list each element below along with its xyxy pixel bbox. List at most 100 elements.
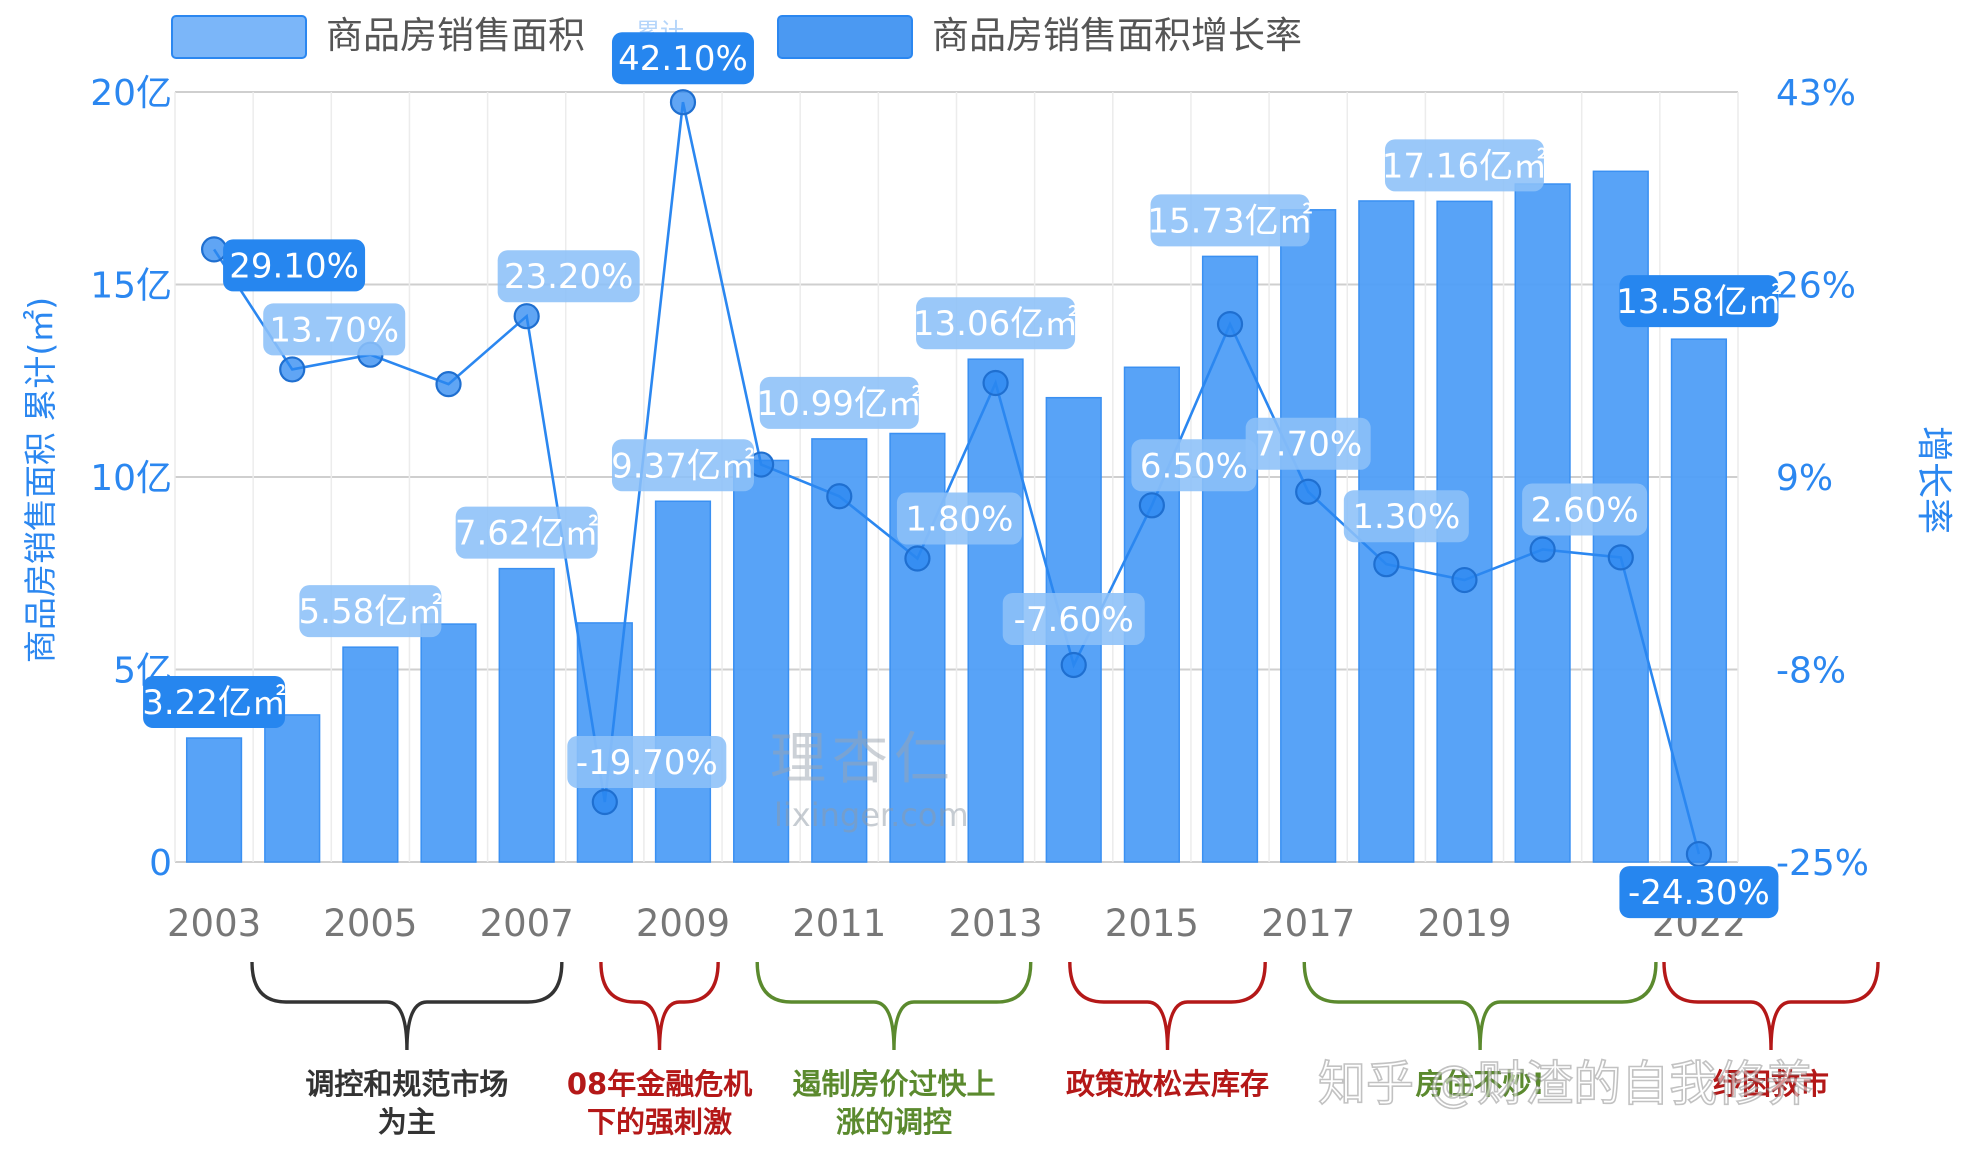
x-axis-ticks: 2003 2005 2007 2009 2011 2013 2015 2017 2019 2022 <box>167 902 1746 945</box>
growth-point <box>1138 492 1165 519</box>
bar <box>654 500 712 863</box>
left-tick-label: 20亿 <box>90 73 172 114</box>
data-label-box <box>1245 417 1371 470</box>
annotation-label: 为主 <box>378 1105 436 1139</box>
growth-point <box>279 356 306 383</box>
right-tick-label: 43% <box>1776 73 1856 114</box>
annotation-label: 涨的调控 <box>836 1105 952 1139</box>
annotation-label: 下的强刺激 <box>587 1105 732 1139</box>
growth-point <box>1607 544 1634 571</box>
data-label-box <box>1002 592 1145 645</box>
data-label-box <box>1343 490 1469 543</box>
data-label-box <box>263 303 406 356</box>
data-label: 5.58亿㎡ <box>299 592 443 632</box>
data-label: 13.58亿㎡ <box>1616 282 1781 322</box>
annotation-brace <box>1662 961 1880 1051</box>
watermark-url: lixinger.com <box>774 796 969 834</box>
data-label: 17.16亿㎡ <box>1382 146 1547 186</box>
growth-point <box>982 369 1009 397</box>
left-axis-title: 商品房销售面积 累计(㎡) <box>21 297 60 663</box>
bar <box>264 714 321 863</box>
data-label-box <box>611 439 754 492</box>
growth-line <box>212 101 1701 855</box>
data-label: 29.10% <box>229 246 359 286</box>
x-tick-label: 2009 <box>636 902 730 945</box>
watermark-logo: 理杏仁 <box>770 727 956 792</box>
data-label: 13.70% <box>269 310 399 350</box>
annotation-brace <box>1302 961 1658 1051</box>
growth-point <box>1373 551 1400 578</box>
data-label-box <box>1131 439 1257 492</box>
bar <box>733 459 790 863</box>
data-label: 7.62亿㎡ <box>455 514 599 554</box>
data-label-box <box>611 32 754 85</box>
data-label-box <box>916 297 1076 350</box>
legend-swatch-area <box>171 15 307 59</box>
data-label: -7.60% <box>1014 600 1134 640</box>
annotation-label: 调控和规范市场 <box>305 1067 508 1101</box>
annotation-brace <box>250 961 564 1051</box>
growth-point <box>435 371 462 398</box>
data-label: 15.73亿㎡ <box>1147 201 1312 241</box>
data-label-box <box>223 239 366 292</box>
growth-point <box>1529 536 1556 563</box>
annotation-brace <box>599 961 720 1051</box>
growth-point <box>904 545 931 572</box>
left-tick-label: 15亿 <box>90 266 172 307</box>
annotation-label: 政策放松去库存 <box>1066 1067 1269 1101</box>
annotation-brace <box>755 961 1033 1051</box>
growth-point <box>1295 478 1322 505</box>
data-label-box <box>1522 483 1648 536</box>
right-tick-label: 26% <box>1776 266 1856 307</box>
annotation-label: 纾困救市 <box>1713 1067 1829 1101</box>
x-tick-label: 2017 <box>1261 902 1355 945</box>
right-axis-title: 增长率 <box>1913 426 1954 534</box>
annotation-label: 房住不炒! <box>1415 1067 1544 1101</box>
right-tick-label: -8% <box>1776 651 1846 692</box>
right-axis-ticks: -25% -8% 9% 26% 43% <box>1776 73 1869 884</box>
annotation-label: 遏制房价过快上 <box>792 1067 995 1101</box>
data-label: 7.70% <box>1254 425 1362 465</box>
data-label-box <box>299 585 442 638</box>
data-label-box <box>497 250 640 303</box>
growth-point <box>1216 311 1244 338</box>
x-tick-label: 2015 <box>1105 902 1199 945</box>
data-label: 2.60% <box>1531 490 1639 530</box>
x-tick-label: 2007 <box>480 902 574 945</box>
x-tick-label: 2003 <box>167 902 261 945</box>
growth-point <box>1060 651 1087 679</box>
data-label: 42.10% <box>618 39 748 79</box>
data-label-box <box>567 735 727 788</box>
growth-point <box>591 788 618 816</box>
x-tick-label: 2005 <box>323 902 417 945</box>
x-tick-label: 2011 <box>792 902 886 945</box>
data-label-box <box>455 506 598 559</box>
data-label: 1.80% <box>905 500 1013 540</box>
data-label-box <box>759 376 919 429</box>
right-tick-label: 9% <box>1776 458 1833 499</box>
data-label-box <box>143 676 286 729</box>
zhihu-watermark: 知乎 @财渣的自我修养 <box>1318 1056 1813 1112</box>
bar <box>1670 338 1728 863</box>
data-label: 13.06亿㎡ <box>913 304 1078 344</box>
right-tick-label: -25% <box>1776 843 1869 884</box>
growth-point <box>826 483 853 510</box>
growth-point <box>200 236 228 263</box>
growth-point <box>1685 840 1713 868</box>
data-label-box <box>1619 275 1779 328</box>
data-label-box <box>1150 194 1310 247</box>
legend-label-rate: 商品房销售面积增长率 <box>932 14 1302 57</box>
data-label-box <box>1619 866 1779 919</box>
legend[interactable]: 商品房销售面积 累计 商品房销售面积增长率 <box>171 14 1302 59</box>
legend-label-area: 商品房销售面积 <box>326 14 585 57</box>
growth-point <box>1451 566 1478 594</box>
left-tick-label: 10亿 <box>90 458 172 499</box>
x-tick-label: 2019 <box>1417 902 1511 945</box>
bar <box>498 567 555 863</box>
bar <box>1201 255 1259 863</box>
grid-lines <box>174 91 1739 863</box>
